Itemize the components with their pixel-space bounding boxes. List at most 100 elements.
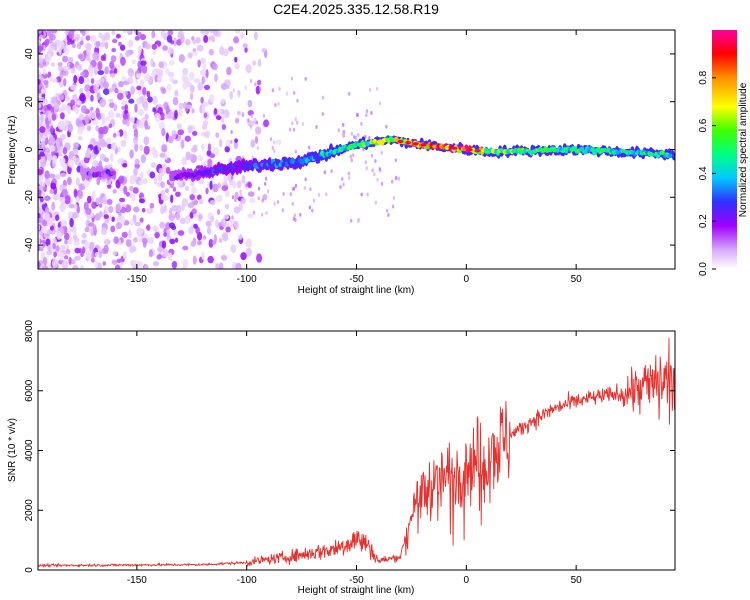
y-tick-label: 4000 [24, 439, 35, 462]
spectrogram-cell [79, 93, 86, 102]
spectrogram-cell [80, 71, 86, 77]
spectrogram-cell [136, 85, 142, 91]
spectrogram-cell [203, 35, 209, 44]
spectrogram-cell [83, 201, 89, 211]
spectrogram-cell [357, 132, 360, 137]
spectrogram-cell [56, 142, 61, 150]
spectrogram-cell [107, 183, 112, 189]
spectrogram-cell [157, 172, 163, 182]
spectrogram-cell [234, 56, 238, 63]
spectrogram-cell [147, 96, 153, 103]
spectrogram-cell [210, 175, 215, 183]
spectrogram-cell [95, 197, 100, 206]
spectrogram-cell [157, 246, 164, 253]
spectrogram-cell [140, 60, 147, 66]
spectrogram-cell [74, 255, 81, 261]
spectrogram-cell [58, 80, 64, 88]
spectrogram-cell [348, 175, 351, 180]
spectrogram-cell [100, 227, 108, 236]
spectrogram-cell [38, 161, 42, 168]
spectrogram-cell [118, 41, 122, 47]
spectrogram-cell [253, 31, 258, 41]
spectrogram-cell [83, 179, 90, 188]
spectrogram-cell [232, 88, 236, 93]
spectrogram-cell [78, 189, 84, 200]
spectrogram-cell [57, 62, 63, 67]
spectrogram-cell [174, 109, 178, 119]
spectrogram-cell [172, 96, 179, 106]
spectrogram-cell [50, 96, 58, 104]
spectrogram-cell [102, 261, 106, 266]
spectrogram-cell [151, 69, 156, 79]
spectrogram-cell [63, 244, 70, 250]
y-tick-label: 8000 [24, 319, 35, 342]
spectrogram-cell [294, 117, 297, 122]
spectrogram-cell [110, 55, 117, 63]
spectrogram-cell [59, 157, 66, 165]
spectrogram-cell [167, 47, 174, 55]
spectrogram-cell [41, 134, 46, 142]
spectrogram-cell [105, 116, 110, 122]
spectrogram-cell [233, 206, 241, 214]
spectrogram-cell [134, 158, 140, 165]
spectrogram-cell [291, 121, 294, 126]
spectrogram-cell [222, 48, 229, 57]
spectrogram-cell [60, 219, 68, 227]
spectrogram-cell [394, 176, 398, 181]
spectrogram-cell [130, 246, 137, 253]
x-tick-label: -50 [349, 575, 364, 586]
spectrogram-cell [38, 217, 41, 224]
spectrogram-cell [186, 104, 193, 110]
spectrogram-cell [102, 81, 109, 89]
spectrogram-cell [96, 92, 101, 100]
spectrogram-cell [360, 121, 363, 126]
spectrogram-cell [312, 198, 316, 203]
snr-x-ticks: -150 -100 -50 0 50 [127, 331, 582, 586]
spectrogram-cell [149, 171, 156, 179]
spectrogram-cell [86, 125, 92, 132]
spectrogram-cell [182, 264, 187, 269]
spectrogram-x-ticks: -150 -100 -50 0 50 [127, 30, 582, 285]
spectrogram-cell [130, 116, 135, 123]
spectrogram-cell [80, 264, 84, 269]
spectrogram-cell [213, 30, 219, 37]
spectrogram-cell [38, 30, 42, 35]
spectrogram-cell [73, 236, 80, 243]
spectrogram-cell [165, 105, 170, 115]
spectrogram-cell [292, 127, 296, 132]
spectrogram-cell [191, 108, 195, 114]
spectrogram-cell [72, 264, 79, 269]
spectrogram-cell [231, 195, 235, 200]
spectrogram-cell [111, 216, 115, 222]
spectrogram-cell [141, 100, 148, 109]
spectrogram-cell [165, 166, 171, 175]
spectrogram-cell [120, 56, 126, 66]
spectrogram-cell [215, 219, 219, 229]
spectrogram-cell [224, 190, 230, 198]
spectrogram-cell [201, 143, 205, 151]
spectrogram-cell [235, 117, 240, 124]
spectrogram-cell [116, 131, 121, 137]
spectrogram-cell [564, 149, 569, 154]
spectrogram-cell [250, 113, 254, 118]
spectrogram-cell [341, 177, 344, 182]
spectrogram-cell [122, 118, 127, 125]
spectrogram-cell [39, 196, 44, 203]
spectrogram-cell [201, 123, 208, 131]
x-tick-label: 50 [571, 575, 583, 586]
spectrogram-cell [365, 166, 368, 171]
spectrogram-cell [350, 218, 353, 223]
spectrogram-cell [138, 120, 145, 129]
spectrogram-cell [51, 62, 55, 67]
colorbar-ticks: 0.0 0.2 0.4 0.6 0.8 [698, 70, 716, 276]
spectrogram-cell [175, 213, 181, 221]
spectrogram-cell [38, 134, 42, 143]
spectrogram-cell [65, 95, 70, 102]
spectrogram-cell [41, 155, 46, 163]
colorbar-label: Normalized spectral amplitude [738, 82, 749, 217]
spectrogram-cell [321, 112, 325, 117]
spectrogram-cell [38, 197, 41, 207]
spectrogram-cell [59, 145, 65, 156]
spectrogram-cell [176, 204, 182, 214]
spectrogram-cell [58, 251, 65, 261]
